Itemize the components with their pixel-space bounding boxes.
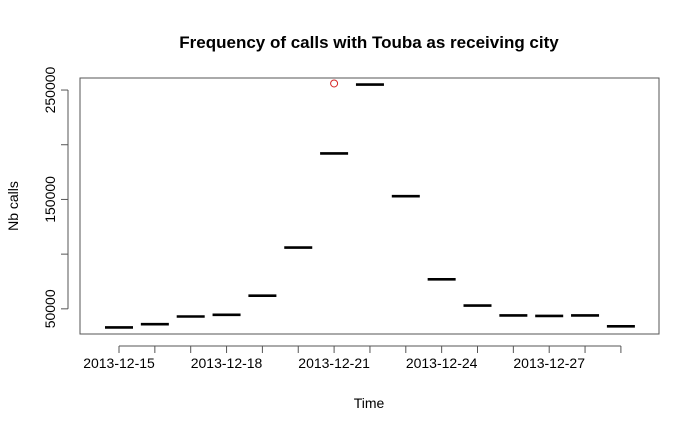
x-axis-label: Time xyxy=(354,395,385,411)
chart-title: Frequency of calls with Touba as receivi… xyxy=(179,33,559,52)
y-tick-label: 50000 xyxy=(42,289,58,328)
chart-marks xyxy=(105,79,635,329)
y-axis: 50000 150000 250000 xyxy=(42,66,69,328)
x-tick-label: 2013-12-24 xyxy=(406,355,478,371)
x-tick-label: 2013-12-15 xyxy=(83,355,155,371)
x-tick-label: 2013-12-18 xyxy=(191,355,263,371)
x-tick-label: 2013-12-27 xyxy=(513,355,585,371)
plot-frame xyxy=(79,77,660,335)
y-tick-label: 150000 xyxy=(42,176,58,223)
y-tick-label: 250000 xyxy=(42,66,58,113)
x-axis: 2013-12-15 2013-12-18 2013-12-21 2013-12-24… xyxy=(83,345,622,371)
x-tick-label: 2013-12-21 xyxy=(298,355,370,371)
y-axis-label: Nb calls xyxy=(5,181,21,231)
outlier-point xyxy=(330,79,339,88)
